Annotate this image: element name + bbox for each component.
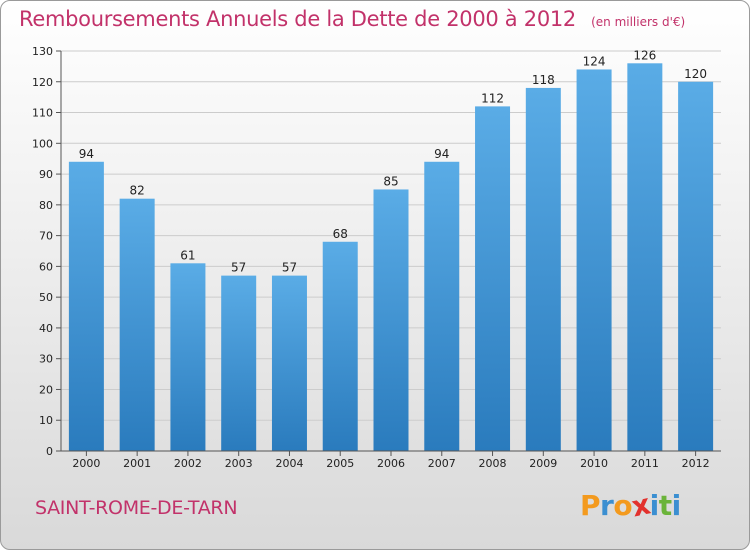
x-tick-label: 2011 bbox=[631, 457, 659, 470]
axes bbox=[56, 50, 721, 456]
bar-value-label: 85 bbox=[383, 174, 398, 188]
bar bbox=[322, 241, 358, 451]
y-tick-label: 60 bbox=[39, 260, 53, 273]
bar bbox=[678, 81, 714, 452]
y-tick-label: 110 bbox=[32, 107, 53, 120]
x-tick-label: 2000 bbox=[72, 457, 100, 470]
proxiti-logo: Proxiti bbox=[580, 488, 682, 524]
logo-letter: i bbox=[649, 489, 660, 522]
bar-value-label: 68 bbox=[333, 227, 348, 241]
chart-title: Remboursements Annuels de la Dette de 20… bbox=[19, 7, 576, 31]
bar bbox=[424, 161, 460, 451]
x-tick-label: 2007 bbox=[428, 457, 456, 470]
logo-letter: i bbox=[671, 489, 682, 522]
x-tick-label: 2010 bbox=[580, 457, 608, 470]
x-tick-label: 2004 bbox=[275, 457, 303, 470]
x-tick-label: 2001 bbox=[123, 457, 151, 470]
y-tick-label: 90 bbox=[39, 168, 53, 181]
y-tick-label: 20 bbox=[39, 383, 53, 396]
chart-title-row: Remboursements Annuels de la Dette de 20… bbox=[19, 7, 685, 31]
y-tick-label: 120 bbox=[32, 76, 53, 89]
x-tick-label: 2002 bbox=[174, 457, 202, 470]
bar bbox=[475, 106, 511, 451]
y-tick-label: 10 bbox=[39, 414, 53, 427]
bar bbox=[221, 275, 257, 451]
bar-value-label: 94 bbox=[434, 147, 449, 161]
x-tick-label: 2005 bbox=[326, 457, 354, 470]
bar-value-label: 57 bbox=[282, 261, 297, 275]
x-tick-label: 2003 bbox=[225, 457, 253, 470]
bar bbox=[119, 198, 155, 451]
bar-value-label: 94 bbox=[79, 147, 94, 161]
bar bbox=[627, 63, 663, 452]
x-tick-label: 2009 bbox=[529, 457, 557, 470]
labels: 0 10 20 30 40 50 60 70 80 90 100 110 120 130 94 2000 82 2… bbox=[32, 45, 710, 470]
x-tick-label: 2008 bbox=[479, 457, 507, 470]
bar-value-label: 82 bbox=[130, 184, 145, 198]
bar-value-label: 61 bbox=[180, 248, 195, 262]
y-tick-label: 70 bbox=[39, 230, 53, 243]
logo-letter: o bbox=[613, 489, 633, 522]
y-tick-label: 100 bbox=[32, 137, 53, 150]
y-tick-label: 30 bbox=[39, 353, 53, 366]
bar bbox=[576, 69, 612, 451]
chart-units: (en milliers d'€) bbox=[591, 15, 686, 29]
bar bbox=[271, 275, 307, 451]
bar-value-label: 112 bbox=[481, 91, 504, 105]
bar bbox=[373, 189, 409, 451]
y-tick-label: 50 bbox=[39, 291, 53, 304]
bar bbox=[525, 87, 561, 451]
y-tick-label: 130 bbox=[32, 45, 53, 58]
commune-name: SAINT-ROME-DE-TARN bbox=[35, 497, 238, 519]
y-tick-label: 40 bbox=[39, 322, 53, 335]
x-tick-label: 2006 bbox=[377, 457, 405, 470]
bar-value-label: 118 bbox=[532, 73, 555, 87]
bar bbox=[170, 263, 206, 451]
bar-value-label: 126 bbox=[633, 48, 656, 62]
logo-letter: t bbox=[658, 489, 672, 522]
bar-value-label: 120 bbox=[684, 67, 707, 81]
bar-value-label: 124 bbox=[583, 54, 606, 68]
logo-letter: r bbox=[600, 489, 614, 522]
y-tick-label: 80 bbox=[39, 199, 53, 212]
bars bbox=[68, 63, 714, 452]
y-tick-label: 0 bbox=[46, 445, 53, 458]
bar bbox=[68, 161, 104, 451]
bar-value-label: 57 bbox=[231, 261, 246, 275]
logo-letter: P bbox=[580, 489, 601, 522]
x-tick-label: 2012 bbox=[682, 457, 710, 470]
